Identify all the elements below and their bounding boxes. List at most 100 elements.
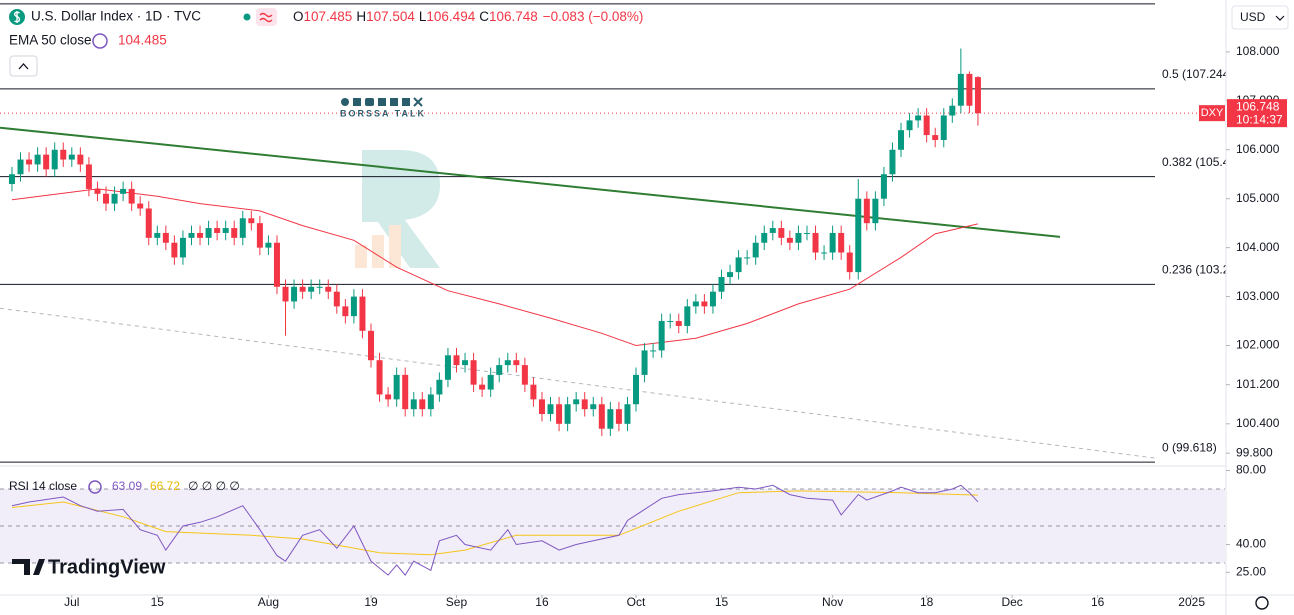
candle-body (51, 149, 58, 170)
collapse-button[interactable] (9, 55, 38, 77)
candle-body (145, 208, 152, 238)
candle-body (43, 154, 50, 170)
rsi-line (11, 484, 979, 576)
x-tick-label: 16 (535, 595, 549, 609)
x-tick-label: 18 (920, 595, 934, 609)
candle-body (744, 257, 751, 259)
ohlc-value: 107.485 (304, 9, 353, 24)
y-tick-label: 25.00 (1236, 564, 1266, 578)
candle-body (607, 409, 614, 429)
candle-body (812, 232, 819, 253)
rsi-band (0, 489, 1225, 564)
fib-label: 0.382 (105.4 (1162, 155, 1230, 169)
candle-body (692, 301, 699, 307)
currency-button[interactable] (1231, 5, 1289, 30)
candle-body (205, 228, 212, 238)
candle-body (735, 257, 742, 273)
candle-body (222, 228, 229, 233)
ohlc-label: H (356, 9, 366, 24)
candle-body (769, 228, 776, 233)
y-tick-label: 80.00 (1236, 463, 1266, 477)
candle-body (641, 350, 648, 375)
data-mode-button[interactable] (256, 8, 277, 26)
candle-body (436, 379, 443, 395)
ohlc-label: O (293, 9, 304, 24)
candle-body (85, 164, 92, 189)
brand-name: TradingView (48, 556, 166, 578)
candle-body (855, 198, 862, 273)
settings-icon[interactable] (1255, 596, 1269, 610)
candle-body (248, 218, 255, 224)
candle-body (26, 159, 33, 165)
currency-label[interactable]: USD (1240, 10, 1266, 24)
rsi-legend-name[interactable]: RSI 14 close (9, 479, 77, 493)
data-mode-icon (259, 12, 273, 23)
candle-body (120, 188, 127, 194)
ema-legend-value: 104.485 (118, 33, 167, 48)
candle-body (846, 252, 853, 273)
candle-body (299, 286, 306, 292)
candle-body (949, 105, 956, 116)
ema-legend-name[interactable]: EMA 50 close (9, 33, 92, 48)
candle-body (880, 174, 887, 199)
candle-body (615, 409, 622, 424)
candle-body (487, 374, 494, 390)
x-tick-label: 15 (715, 595, 729, 609)
price-tag-value: 106.748 (1236, 99, 1280, 113)
candle-body (778, 228, 785, 238)
candle-body (34, 154, 41, 165)
ohlc-value: 106.748 (489, 9, 538, 24)
candle-body (915, 115, 922, 121)
candle-body (727, 272, 734, 278)
candle-body (231, 228, 238, 238)
candle-body (795, 232, 802, 243)
candle-body (590, 404, 597, 410)
ema-settings-icon[interactable] (92, 33, 108, 49)
candle-body (923, 115, 930, 136)
axes: 108.000107.000106.000105.000104.000103.0… (64, 44, 1287, 609)
candle-body (171, 242, 178, 258)
candle-body (932, 135, 939, 140)
candle-body (957, 73, 964, 106)
ohlc-legend: O107.485 H107.504 L106.494 C106.748 −0.083 (… (293, 9, 643, 24)
y-tick-label: 99.800 (1236, 445, 1273, 459)
y-tick-label: 108.000 (1236, 44, 1280, 58)
x-tick-label: 16 (1091, 595, 1105, 609)
trendline (0, 126, 1061, 238)
candle-body (427, 394, 434, 410)
candle-body (513, 360, 520, 366)
fib-label: 0.236 (103.2 (1162, 263, 1230, 277)
ohlc-label: L (419, 9, 427, 24)
candle-body (667, 321, 674, 323)
candle-body (410, 399, 417, 410)
symbol-tag (1199, 105, 1225, 122)
candle-body (444, 355, 451, 380)
watermark-text: BORSSA TALK (340, 108, 426, 118)
candle-body (265, 242, 272, 248)
candle-body (940, 115, 947, 140)
y-tick-label: 102.000 (1236, 338, 1280, 352)
candle-body (650, 350, 657, 352)
candle-body (633, 374, 640, 405)
candle-body (359, 296, 366, 331)
candle-body (17, 159, 24, 175)
y-tick-label: 100.400 (1236, 416, 1280, 430)
candle-body (556, 404, 563, 424)
brand-logo (12, 559, 45, 575)
candle-body (316, 286, 323, 288)
candle-body (368, 330, 375, 361)
candle-body (94, 188, 101, 194)
x-tick-label: Dec (1001, 595, 1022, 609)
market-status[interactable] (243, 13, 251, 21)
candle-body (179, 237, 186, 258)
ohlc-value: 107.504 (366, 9, 415, 24)
candle-body (821, 252, 828, 254)
candle-body (342, 306, 349, 317)
ema-line (11, 188, 979, 347)
candle-body (462, 360, 469, 366)
rsi-settings-icon[interactable] (88, 480, 102, 494)
watermark-icons (341, 97, 423, 107)
currency-chevron (1275, 15, 1285, 21)
candle-body (333, 291, 340, 307)
